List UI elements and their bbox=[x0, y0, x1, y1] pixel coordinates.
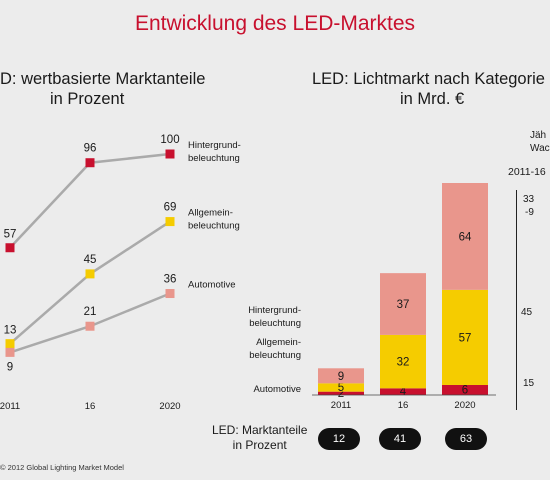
legend-label: Allgemein- bbox=[256, 337, 301, 348]
data-label: 96 bbox=[84, 143, 97, 155]
data-label: 13 bbox=[4, 325, 17, 337]
left-title-line-1: D: wertbasierte Marktanteile bbox=[0, 70, 206, 88]
bar-value-label: 57 bbox=[459, 332, 472, 344]
bar-segment bbox=[380, 388, 426, 395]
data-point bbox=[85, 321, 95, 331]
bar-segment bbox=[318, 391, 364, 395]
data-point bbox=[85, 269, 95, 279]
bar-value-label: 6 bbox=[462, 384, 468, 396]
series-name: Allgemein- bbox=[188, 208, 233, 219]
data-point bbox=[165, 149, 175, 159]
growth-header-line-1: Jäh bbox=[530, 130, 547, 141]
series-name: beleuchtung bbox=[188, 153, 240, 164]
growth-value: 45 bbox=[521, 307, 533, 318]
data-point bbox=[5, 339, 15, 349]
x-tick-label: 2011 bbox=[0, 401, 20, 412]
bar-value-label: 9 bbox=[338, 371, 344, 383]
data-point bbox=[5, 243, 15, 253]
legend-label: Hintergrund- bbox=[248, 305, 301, 316]
bar-value-label: 5 bbox=[338, 382, 344, 394]
growth-value: -9 bbox=[525, 207, 534, 218]
left-chart-title: D: wertbasierte Marktanteile in Prozent bbox=[0, 69, 260, 109]
marktanteile-label: LED: Marktanteile in Prozent bbox=[212, 423, 307, 453]
page-title: Entwicklung des LED-Marktes bbox=[134, 12, 416, 35]
data-label: 36 bbox=[164, 274, 177, 286]
data-point bbox=[165, 217, 175, 227]
right-chart-title: LED: Lichtmarkt nach Kategorie in Mrd. € bbox=[300, 69, 550, 109]
series-name: Hintergrund- bbox=[188, 140, 241, 151]
marktanteil-badge: 63 bbox=[445, 428, 487, 450]
source-note: © 2012 Global Lighting Market Model bbox=[0, 463, 124, 472]
growth-period: 2011-16 bbox=[508, 166, 546, 178]
marktanteile-label-line-1: LED: Marktanteile bbox=[212, 423, 308, 437]
left-title-line-2: in Prozent bbox=[50, 90, 125, 108]
x-tick-label: 16 bbox=[85, 401, 96, 412]
marktanteile-label-line-2: in Prozent bbox=[232, 438, 287, 452]
marktanteil-badge: 41 bbox=[379, 428, 421, 450]
growth-value: 15 bbox=[523, 378, 535, 389]
bar-segment bbox=[442, 183, 488, 290]
x-tick-label: 2011 bbox=[331, 400, 351, 411]
bar-segment bbox=[442, 384, 488, 395]
growth-divider bbox=[516, 190, 517, 410]
data-label: 45 bbox=[84, 254, 97, 266]
growth-header-line-2: Wachs bbox=[530, 142, 550, 154]
legend-label: beleuchtung bbox=[249, 350, 301, 361]
data-label: 69 bbox=[164, 202, 177, 214]
marktanteil-badge: 12 bbox=[318, 428, 360, 450]
data-label: 57 bbox=[4, 229, 17, 241]
legend-label: beleuchtung bbox=[249, 318, 301, 329]
series-name: Automotive bbox=[188, 280, 236, 291]
series-name: beleuchtung bbox=[188, 221, 240, 232]
bar-value-label: 4 bbox=[400, 386, 407, 398]
bar-segment bbox=[442, 289, 488, 385]
right-title-line-2: in Mrd. € bbox=[400, 90, 465, 108]
data-label: 9 bbox=[7, 361, 13, 373]
bar-value-label: 32 bbox=[397, 357, 410, 369]
series-line bbox=[9, 152, 171, 249]
bar-segment bbox=[380, 334, 426, 389]
data-point bbox=[85, 158, 95, 168]
data-point bbox=[5, 347, 15, 357]
bar-value-label: 64 bbox=[459, 231, 472, 243]
bar-value-label: 2 bbox=[338, 388, 344, 400]
bar-segment bbox=[318, 383, 364, 392]
x-tick-label: 2020 bbox=[159, 401, 180, 412]
x-tick-label: 2020 bbox=[454, 400, 475, 411]
bar-segment bbox=[380, 273, 426, 335]
growth-header: Jäh Wachs bbox=[530, 130, 550, 155]
data-label: 21 bbox=[84, 306, 97, 318]
right-title-line-1: LED: Lichtmarkt nach Kategorie bbox=[312, 70, 545, 88]
growth-value: 33 bbox=[523, 194, 535, 205]
x-tick-label: 16 bbox=[398, 400, 409, 411]
bar-segment bbox=[318, 368, 364, 384]
legend-label: Automotive bbox=[253, 384, 301, 395]
bar-value-label: 37 bbox=[397, 299, 410, 311]
data-point bbox=[165, 289, 175, 299]
data-label: 100 bbox=[160, 134, 179, 146]
